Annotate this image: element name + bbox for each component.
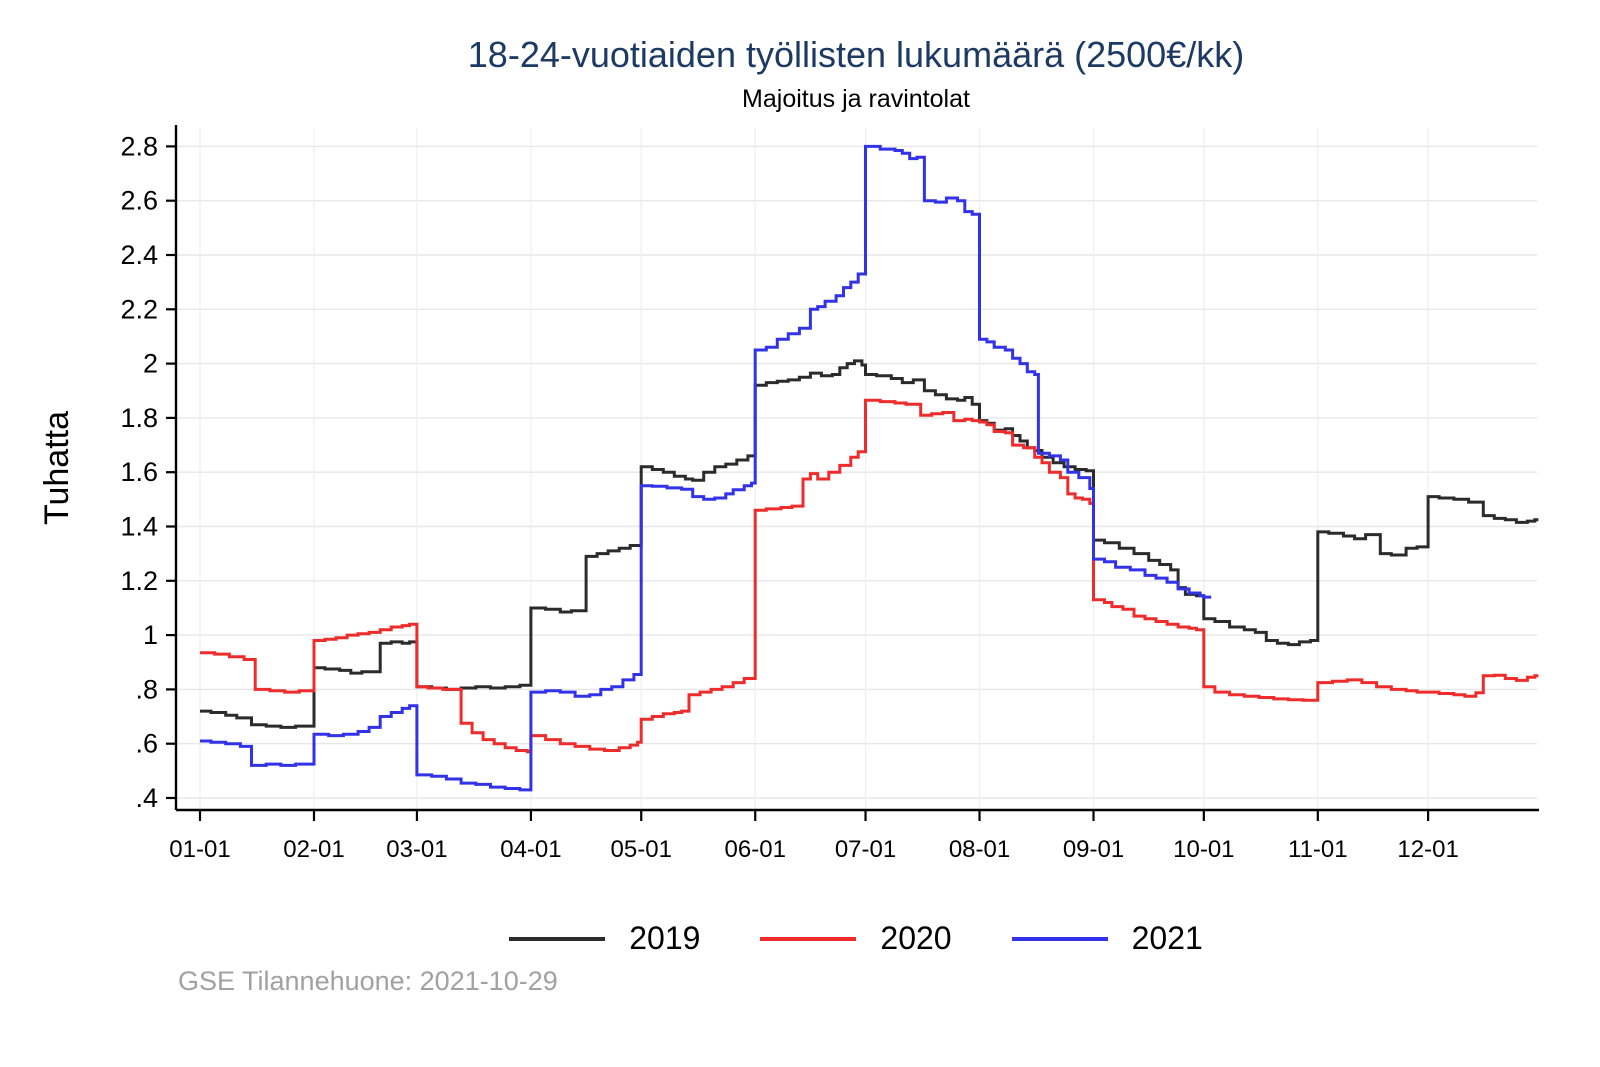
chart-subtitle: Majoitus ja ravintolat <box>742 85 970 113</box>
y-tick-label: 2 <box>143 349 158 379</box>
y-tick-label: 2.6 <box>120 186 158 216</box>
x-tick-label: 03-01 <box>386 836 447 863</box>
series-line-2020 <box>200 398 1539 754</box>
y-tick-label: 1.4 <box>120 512 158 542</box>
x-tick-label: 04-01 <box>500 836 561 863</box>
y-tick-label: 1.8 <box>120 403 158 433</box>
x-tick-label: 01-01 <box>169 836 230 863</box>
y-tick-label: .6 <box>135 729 158 759</box>
y-tick-label: .8 <box>135 674 158 704</box>
legend-swatch-2021 <box>1011 936 1108 941</box>
y-tick-label: 1.6 <box>120 457 158 487</box>
x-tick-label: 02-01 <box>283 836 344 863</box>
legend-item-2019: 2019 <box>509 920 700 957</box>
y-tick-label: 2.8 <box>120 131 158 161</box>
x-tick-label: 11-01 <box>1288 836 1348 863</box>
x-tick-label: 09-01 <box>1063 836 1124 863</box>
legend-label-2019: 2019 <box>629 920 701 956</box>
chart-title: 18-24-vuotiaiden työllisten lukumäärä (2… <box>467 34 1245 75</box>
y-tick-label: .4 <box>135 783 158 813</box>
vertical-gridlines <box>199 128 1429 810</box>
x-tick-label: 06-01 <box>725 836 786 863</box>
series-lines <box>200 144 1539 792</box>
y-axis-title: Tuhatta <box>38 411 76 525</box>
y-tick-label: 2.4 <box>120 240 158 270</box>
axes <box>166 125 1539 821</box>
y-tick-label: 2.2 <box>120 294 158 324</box>
x-tick-label: 07-01 <box>835 836 896 863</box>
x-tick-label: 05-01 <box>611 836 672 863</box>
legend-item-2021: 2021 <box>1011 920 1203 957</box>
y-tick-label: 1 <box>143 620 158 650</box>
legend-item-2020: 2020 <box>760 920 952 957</box>
horizontal-gridlines <box>176 145 1537 799</box>
legend-label-2021: 2021 <box>1131 920 1203 956</box>
x-tick-label: 10-01 <box>1173 836 1234 863</box>
y-tick-label: 1.2 <box>120 566 158 596</box>
x-tick-label: 12-01 <box>1397 836 1458 863</box>
legend-swatch-2020 <box>760 936 857 941</box>
axis-tick-labels: 2.82.62.42.221.81.61.41.21.8.6.401-01 02-… <box>120 131 1458 863</box>
legend-label-2020: 2020 <box>880 920 952 956</box>
x-tick-label: 08-01 <box>949 836 1010 863</box>
legend-swatch-2019 <box>509 936 606 941</box>
series-line-2019 <box>200 359 1539 729</box>
legend: 2019 2020 2021 <box>176 920 1536 957</box>
source-note: GSE Tilannehuone: 2021-10-29 <box>178 966 558 996</box>
series-line-2021 <box>200 144 1212 792</box>
